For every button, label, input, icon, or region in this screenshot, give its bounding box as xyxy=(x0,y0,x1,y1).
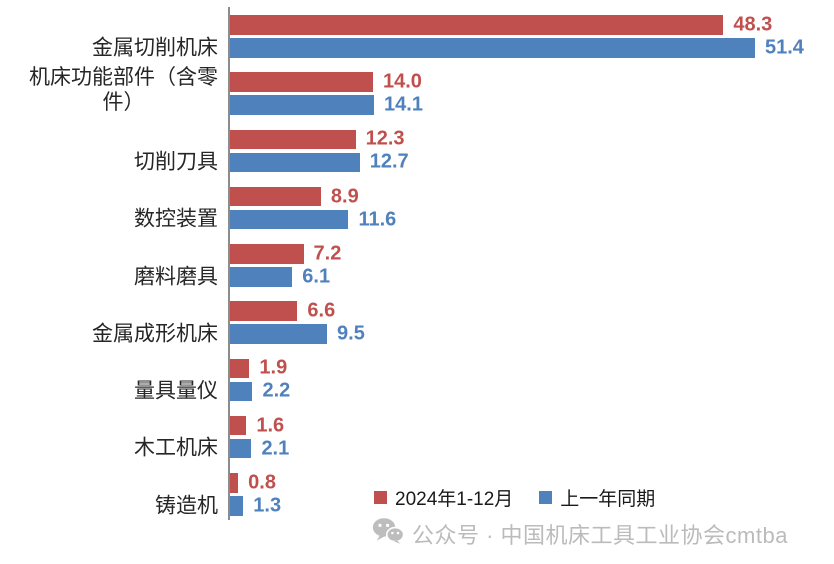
legend-label-prior-period: 上一年同期 xyxy=(560,489,656,510)
bar-value-label: 6.6 xyxy=(307,299,336,322)
legend-label-current-period: 2024年1-12月 xyxy=(395,489,514,510)
bar-value-label: 14.1 xyxy=(384,93,423,116)
bar-value-label: 11.6 xyxy=(358,208,397,230)
bar xyxy=(230,381,253,401)
bar xyxy=(230,267,293,287)
watermark-text: 公众号 · 中国机床工具工业协会cmtba xyxy=(412,522,788,548)
category-label: 铸造机 xyxy=(155,494,218,517)
category-label: 金属切削机床 xyxy=(92,36,218,59)
bar xyxy=(230,415,247,436)
category-label: 量具量仪 xyxy=(134,379,218,403)
bar-value-label: 7.2 xyxy=(313,242,342,265)
bar xyxy=(230,209,349,230)
bar-value-label: 1.3 xyxy=(253,494,282,517)
bar-value-label: 8.9 xyxy=(330,185,359,207)
bar-value-label: 48.3 xyxy=(733,13,773,36)
category-label: 木工机床 xyxy=(134,436,218,460)
bar xyxy=(230,301,298,321)
watermark: 公众号 · 中国机床工具工业协会cmtba xyxy=(372,517,788,550)
bar xyxy=(230,72,373,92)
bar-value-label: 12.7 xyxy=(369,150,409,173)
bar xyxy=(230,244,304,264)
bar xyxy=(230,152,360,172)
bar-value-label: 2.2 xyxy=(262,379,291,402)
bar-value-label: 1.6 xyxy=(256,414,285,436)
bar-value-label: 1.9 xyxy=(259,356,288,379)
chart-legend: 2024年1-12月 上一年同期 xyxy=(374,484,655,511)
bar-value-label: 9.5 xyxy=(337,322,365,345)
bar xyxy=(230,186,321,207)
category-label: 磨料磨具 xyxy=(134,265,218,288)
bar xyxy=(230,358,250,378)
bar xyxy=(230,129,356,149)
bar-value-label: 6.1 xyxy=(302,265,331,288)
bar-value-label: 2.1 xyxy=(261,437,290,459)
bar xyxy=(230,438,252,459)
category-label: 数控装置 xyxy=(134,207,218,231)
bar xyxy=(230,38,755,58)
bar xyxy=(230,473,239,493)
category-axis-line xyxy=(228,7,230,520)
bar-value-label: 51.4 xyxy=(765,36,804,59)
legend-item-current-period: 2024年1-12月 xyxy=(374,484,513,511)
bar xyxy=(230,95,375,115)
bar-value-label: 14.0 xyxy=(382,70,422,93)
category-label: 金属成形机床 xyxy=(92,322,218,346)
legend-swatch-red xyxy=(374,491,387,504)
wechat-icon xyxy=(372,517,405,550)
legend-swatch-blue xyxy=(539,491,553,504)
bar-value-label: 12.3 xyxy=(365,127,405,150)
category-label: 切削刀具 xyxy=(134,150,218,174)
bar xyxy=(230,324,328,344)
bar-value-label: 0.8 xyxy=(248,471,276,494)
bar xyxy=(230,15,724,35)
bar xyxy=(230,496,244,516)
category-label: 机床功能部件（含零 件） xyxy=(29,65,218,114)
legend-item-prior-period: 上一年同期 xyxy=(539,484,655,511)
